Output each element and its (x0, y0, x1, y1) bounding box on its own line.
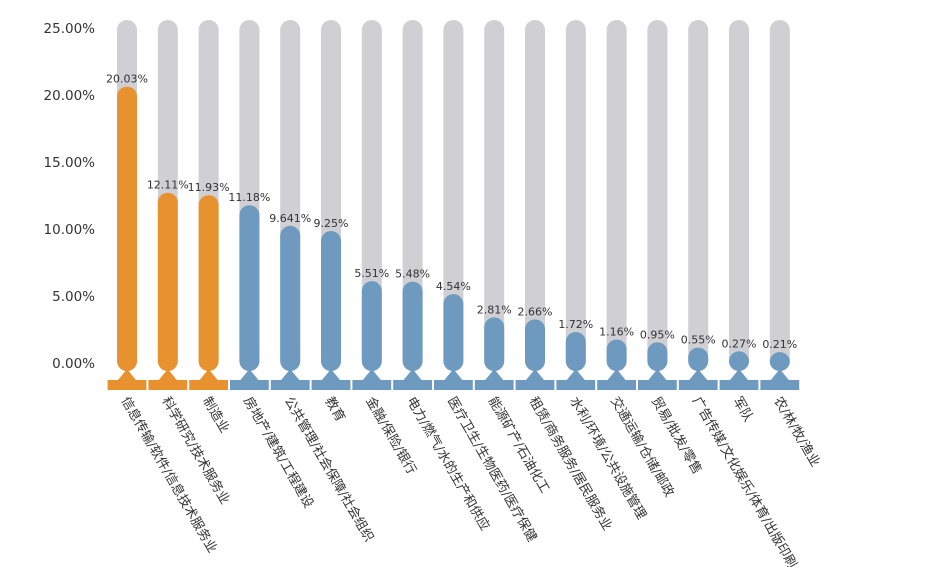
bar-7 (402, 281, 423, 371)
baseline-segment-15 (719, 380, 759, 390)
x-tick-label-11: 水利/环境/公共设施管理 (566, 395, 648, 523)
bar-track-10 (525, 20, 545, 371)
x-tick-label-3: 房地产/建筑/工程建设 (240, 394, 317, 511)
bar-track-16 (769, 20, 790, 371)
baseline-marker-0 (118, 369, 136, 380)
baseline-segment-2 (189, 380, 228, 390)
baseline-marker-7 (403, 369, 422, 380)
y-tick-label-3: 15.00% (44, 155, 96, 171)
baseline-marker-14 (689, 369, 708, 380)
baseline-segment-8 (434, 380, 473, 390)
x-tick-label-7: 电力/燃气/水的生产和供应 (403, 394, 493, 533)
bar-value-label-12: 1.16% (599, 325, 634, 338)
bar-15 (729, 351, 749, 371)
y-tick-label-2: 10.00% (44, 222, 96, 238)
bar-5 (321, 231, 341, 371)
baseline-segment-11 (556, 380, 596, 390)
baseline-segment-12 (597, 380, 636, 390)
x-tick-label-16: 农/林/牧/渔业 (770, 395, 822, 470)
bar-8 (443, 294, 464, 371)
baseline-segment-16 (760, 380, 800, 390)
baseline-segment-10 (515, 380, 555, 390)
baseline-marker-5 (322, 369, 340, 380)
bar-1 (157, 192, 178, 371)
bar-track-15 (729, 20, 749, 371)
y-tick-label-1: 5.00% (52, 289, 95, 305)
bar-9 (484, 317, 505, 371)
baseline-segment-3 (230, 380, 269, 390)
bar-16 (769, 352, 790, 371)
x-tick-label-10: 租赁/商务服务/居民服务业 (526, 394, 616, 533)
y-tick-label-0: 0.00% (52, 356, 95, 372)
bar-value-label-7: 5.48% (395, 268, 430, 281)
bar-value-label-5: 9.25% (314, 217, 349, 230)
bar-3 (239, 205, 260, 371)
baseline-segment-9 (474, 380, 514, 390)
bar-track-9 (484, 20, 505, 371)
x-tick-label-5: 教育 (322, 394, 349, 425)
baseline-segment-6 (352, 380, 392, 390)
baseline-segment-4 (270, 380, 310, 390)
bar-14 (688, 347, 709, 371)
bar-value-label-0: 20.03% (106, 73, 148, 86)
bars (117, 86, 790, 372)
bar-track-14 (688, 20, 709, 371)
baseline-marker-10 (526, 369, 544, 380)
y-tick-label-5: 25.00% (44, 21, 96, 37)
baseline-marker-12 (607, 369, 626, 380)
baseline-marker-16 (770, 369, 789, 380)
bar-track-13 (647, 20, 668, 371)
baseline-marker-11 (566, 369, 585, 380)
bar-value-label-16: 0.21% (762, 338, 797, 351)
baseline-marker-9 (485, 369, 504, 380)
baseline (107, 369, 800, 390)
bar-value-label-3: 11.18% (228, 191, 270, 204)
bar-value-label-15: 0.27% (722, 337, 757, 350)
baseline-segment-0 (107, 380, 147, 390)
baseline-segment-5 (311, 380, 351, 390)
bar-value-label-11: 1.72% (558, 318, 593, 331)
bar-track-11 (565, 20, 586, 371)
x-tick-label-15: 军队 (730, 395, 756, 425)
bar-value-label-13: 0.95% (640, 328, 675, 341)
y-tick-label-4: 20.00% (44, 88, 96, 104)
bar-track-12 (606, 20, 627, 371)
baseline-marker-1 (158, 369, 177, 380)
baseline-marker-8 (444, 369, 463, 380)
baseline-marker-6 (362, 369, 381, 380)
baseline-segment-1 (148, 380, 188, 390)
bar-10 (525, 319, 545, 371)
baseline-segment-7 (393, 380, 432, 390)
x-tick-label-2: 制造业 (199, 395, 231, 436)
bar-4 (280, 225, 301, 371)
bar-12 (606, 339, 627, 371)
bar-track-8 (443, 20, 464, 371)
bar-value-label-6: 5.51% (354, 267, 389, 280)
bar-11 (565, 331, 586, 371)
bar-value-label-9: 2.81% (477, 303, 512, 316)
baseline-marker-4 (281, 369, 300, 380)
bar-value-label-4: 9.641% (269, 212, 311, 225)
baseline-segment-13 (638, 380, 677, 390)
baseline-marker-13 (648, 369, 667, 380)
baseline-marker-15 (730, 369, 748, 380)
bar-13 (647, 342, 668, 371)
y-axis: 0.00% 5.00% 10.00% 15.00% 20.00% 25.00% (44, 21, 96, 372)
bar-6 (361, 281, 382, 371)
bar-value-label-1: 12.11% (147, 179, 189, 192)
bar-value-label-2: 11.93% (188, 181, 230, 194)
baseline-marker-2 (199, 369, 218, 380)
bar-value-label-14: 0.55% (681, 334, 716, 347)
bar-value-label-10: 2.66% (518, 305, 553, 318)
baseline-marker-3 (240, 369, 259, 380)
bar-0 (117, 86, 137, 372)
bar-value-label-8: 4.54% (436, 280, 471, 293)
baseline-segment-14 (678, 380, 718, 390)
bar-2 (198, 195, 219, 371)
value-labels: 20.03% 12.11%11.93%11.18% 9.641% 9.25% 5.51%… (106, 73, 797, 352)
